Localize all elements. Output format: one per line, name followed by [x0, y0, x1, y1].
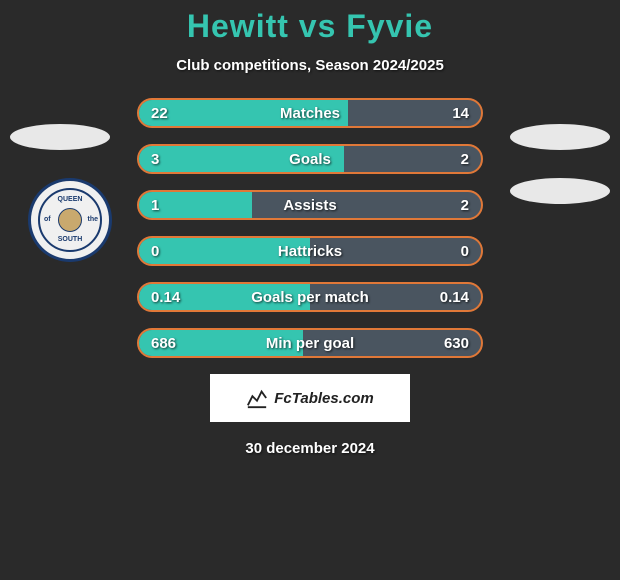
stat-value-left: 0.14 — [151, 284, 180, 310]
badge-right: the — [88, 216, 99, 224]
comparison-title: Hewitt vs Fyvie — [0, 8, 620, 45]
stat-row: 22Matches14 — [137, 98, 483, 128]
stat-row: 0Hattricks0 — [137, 236, 483, 266]
stat-value-left: 3 — [151, 146, 159, 172]
stat-row: 3Goals2 — [137, 144, 483, 174]
stat-row: 1Assists2 — [137, 190, 483, 220]
club-badge-ring: QUEEN of the SOUTH — [38, 188, 102, 252]
subtitle: Club competitions, Season 2024/2025 — [0, 57, 620, 74]
stat-value-left: 1 — [151, 192, 159, 218]
stat-bars: 22Matches14 3Goals2 1Assists2 0Hattricks0 0.… — [137, 98, 483, 358]
stat-value-right: 0.14 — [440, 284, 469, 310]
badge-top: QUEEN — [40, 196, 100, 204]
stat-value-left: 686 — [151, 330, 176, 356]
stat-fill-left — [139, 146, 344, 172]
stat-row: 686Min per goal630 — [137, 328, 483, 358]
vs-label: vs — [299, 8, 337, 44]
player1-club-badge: QUEEN of the SOUTH — [28, 178, 112, 262]
badge-bottom: SOUTH — [40, 236, 100, 244]
badge-left: of — [44, 216, 51, 224]
player1-name: Hewitt — [187, 8, 289, 44]
comparison-card: Hewitt vs Fyvie Club competitions, Seaso… — [0, 0, 620, 457]
stat-value-right: 2 — [461, 192, 469, 218]
stat-row: 0.14Goals per match0.14 — [137, 282, 483, 312]
stat-value-right: 0 — [461, 238, 469, 264]
brand-text: FcTables.com — [274, 390, 373, 407]
stat-value-right: 630 — [444, 330, 469, 356]
player2-club-placeholder — [510, 178, 610, 204]
stat-value-right: 2 — [461, 146, 469, 172]
badge-core — [58, 208, 82, 232]
stat-value-right: 14 — [452, 100, 469, 126]
player2-photo-placeholder — [510, 124, 610, 150]
stat-fill-left — [139, 100, 348, 126]
stat-value-left: 0 — [151, 238, 159, 264]
player1-photo-placeholder — [10, 124, 110, 150]
stat-fill-left — [139, 238, 310, 264]
date-label: 30 december 2024 — [0, 440, 620, 457]
brand-badge[interactable]: FcTables.com — [210, 374, 410, 422]
chart-icon — [246, 387, 268, 409]
player2-name: Fyvie — [346, 8, 433, 44]
stat-value-left: 22 — [151, 100, 168, 126]
